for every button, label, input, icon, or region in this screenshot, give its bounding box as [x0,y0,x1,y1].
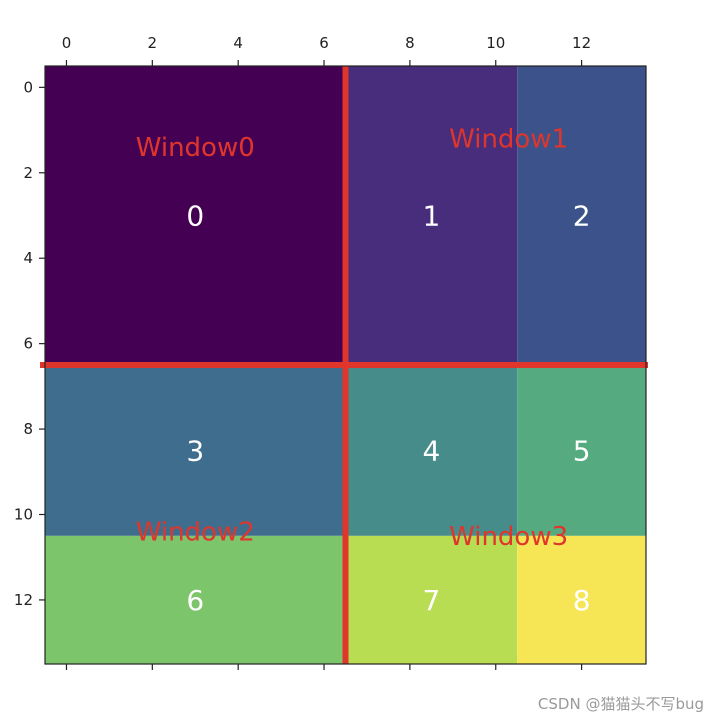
y-tick-label-0: 0 [23,78,33,96]
window-label-3: Window3 [449,522,568,552]
window-dividers [40,66,648,664]
cell-label-6: 6 [186,584,204,617]
cell-labels: 0 1 2 3 4 5 6 7 8 [186,200,590,617]
plot-frame [44,65,647,665]
cell-label-1: 1 [422,200,440,233]
cell-regions [45,66,646,664]
x-axis-ticks: 0 2 4 6 8 10 12 [62,34,591,670]
y-axis-ticks: 0 2 4 6 8 10 12 [14,78,45,609]
x-tick-label-8: 8 [405,34,415,52]
window-label-0: Window0 [136,133,255,163]
cell-region-6 [45,535,346,664]
cell-label-3: 3 [186,434,204,467]
y-tick-label-2: 2 [23,164,33,182]
window-label-2: Window2 [136,518,255,548]
y-tick-label-12: 12 [14,591,33,609]
watermark: CSDN @猫猫头不写bug [537,695,704,713]
x-tick-label-4: 4 [233,34,243,52]
y-tick-label-8: 8 [23,420,33,438]
y-tick-label-4: 4 [23,249,33,267]
cell-region-4 [345,365,518,536]
cell-region-5 [517,365,646,536]
cell-label-8: 8 [573,584,591,617]
cell-label-0: 0 [186,200,204,233]
window-label-1: Window1 [449,125,568,155]
cell-region-2 [517,66,646,365]
y-tick-label-10: 10 [14,506,33,524]
x-tick-label-2: 2 [148,34,158,52]
cell-label-2: 2 [573,200,591,233]
x-tick-label-0: 0 [62,34,72,52]
cell-region-1 [345,66,518,365]
cell-region-3 [45,365,346,536]
cell-region-0 [45,66,346,365]
cell-label-7: 7 [422,584,440,617]
x-tick-label-12: 12 [572,34,591,52]
x-tick-label-10: 10 [486,34,505,52]
cell-label-5: 5 [573,434,591,467]
x-tick-label-6: 6 [319,34,329,52]
cell-region-7 [345,535,518,664]
cell-region-8 [517,535,646,664]
window-labels: Window0 Window1 Window2 Window3 [136,125,568,552]
cell-label-4: 4 [422,434,440,467]
y-tick-label-6: 6 [23,335,33,353]
